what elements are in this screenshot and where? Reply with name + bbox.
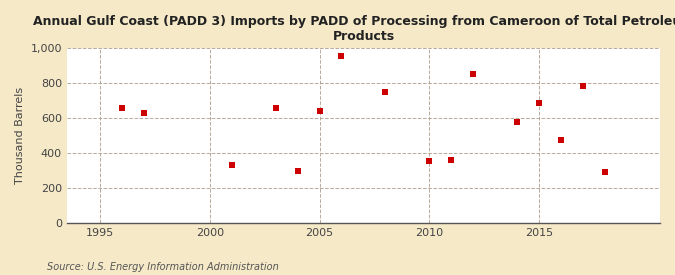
Point [468, 72, 479, 76]
Point [380, 90, 391, 94]
Point [512, 120, 522, 124]
Point [314, 109, 325, 114]
Point [226, 162, 237, 167]
Y-axis label: Thousand Barrels: Thousand Barrels [15, 87, 25, 184]
Point [292, 169, 303, 173]
Point [599, 170, 610, 175]
Point [116, 106, 127, 110]
Point [424, 159, 435, 163]
Point [446, 158, 457, 163]
Text: Source: U.S. Energy Information Administration: Source: U.S. Energy Information Administ… [47, 262, 279, 272]
Point [270, 106, 281, 110]
Point [138, 111, 149, 115]
Title: Annual Gulf Coast (PADD 3) Imports by PADD of Processing from Cameroon of Total : Annual Gulf Coast (PADD 3) Imports by PA… [33, 15, 675, 43]
Point [534, 100, 545, 105]
Point [336, 54, 347, 58]
Point [556, 138, 566, 142]
Point [578, 84, 589, 88]
